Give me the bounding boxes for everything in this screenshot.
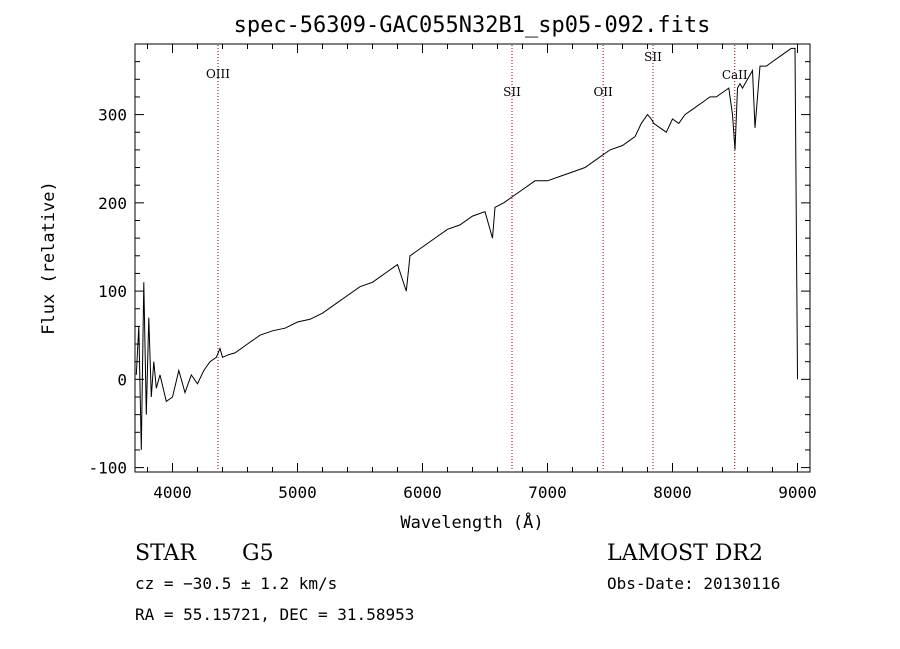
line-label-sii: SII (644, 50, 662, 64)
x-tick-label: 5000 (278, 483, 317, 502)
plot-frame (134, 43, 811, 473)
y-tick-label: -100 (88, 459, 127, 478)
x-tick-label: 7000 (528, 483, 567, 502)
line-label-oiii: OIII (206, 67, 230, 81)
line-label-oii: OII (593, 85, 613, 99)
line-label-sii: SII (503, 85, 521, 99)
axis-ticks (135, 43, 810, 472)
y-tick-label: 300 (98, 106, 127, 125)
y-axis-label: Flux (relative) (39, 181, 59, 335)
observation-date: Obs-Date: 20130116 (607, 574, 780, 593)
y-tick-label: 100 (98, 282, 127, 301)
survey-name: LAMOST DR2 (607, 541, 763, 566)
x-tick-label: 9000 (778, 483, 817, 502)
x-tick-label: 4000 (153, 483, 192, 502)
line-label-caii: CaII (722, 68, 748, 82)
object-subclass: G5 (242, 541, 274, 566)
x-axis-label: Wavelength (Å) (400, 511, 543, 533)
y-tick-labels: -100 0 100 200 300 (88, 106, 127, 478)
spectrum-series-line (135, 47, 798, 450)
coordinates: RA = 55.15721, DEC = 31.58953 (135, 605, 414, 624)
y-tick-label: 200 (98, 194, 127, 213)
x-tick-label: 6000 (403, 483, 442, 502)
y-tick-label: 0 (117, 370, 127, 389)
chart-title: spec-56309-GAC055N32B1_sp05-092.fits (234, 13, 711, 38)
spectral-line-markers (217, 45, 736, 471)
redshift-cz: cz = −30.5 ± 1.2 km/s (135, 574, 337, 593)
x-tick-label: 8000 (653, 483, 692, 502)
object-class: STAR (135, 541, 197, 566)
x-tick-labels: 4000 5000 6000 7000 8000 9000 (153, 483, 817, 502)
spectral-line-labels: OIII SII OII SII CaII (206, 50, 748, 99)
